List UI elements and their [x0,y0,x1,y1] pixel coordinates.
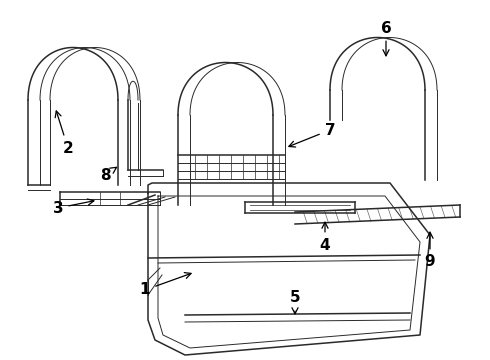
Text: 6: 6 [381,21,392,56]
Text: 1: 1 [140,273,191,297]
Text: 7: 7 [289,122,335,147]
Text: 8: 8 [99,167,117,183]
Text: 3: 3 [53,199,94,216]
Text: 4: 4 [319,222,330,252]
Text: 2: 2 [55,111,74,156]
Text: 5: 5 [290,291,300,314]
Text: 9: 9 [425,232,435,270]
